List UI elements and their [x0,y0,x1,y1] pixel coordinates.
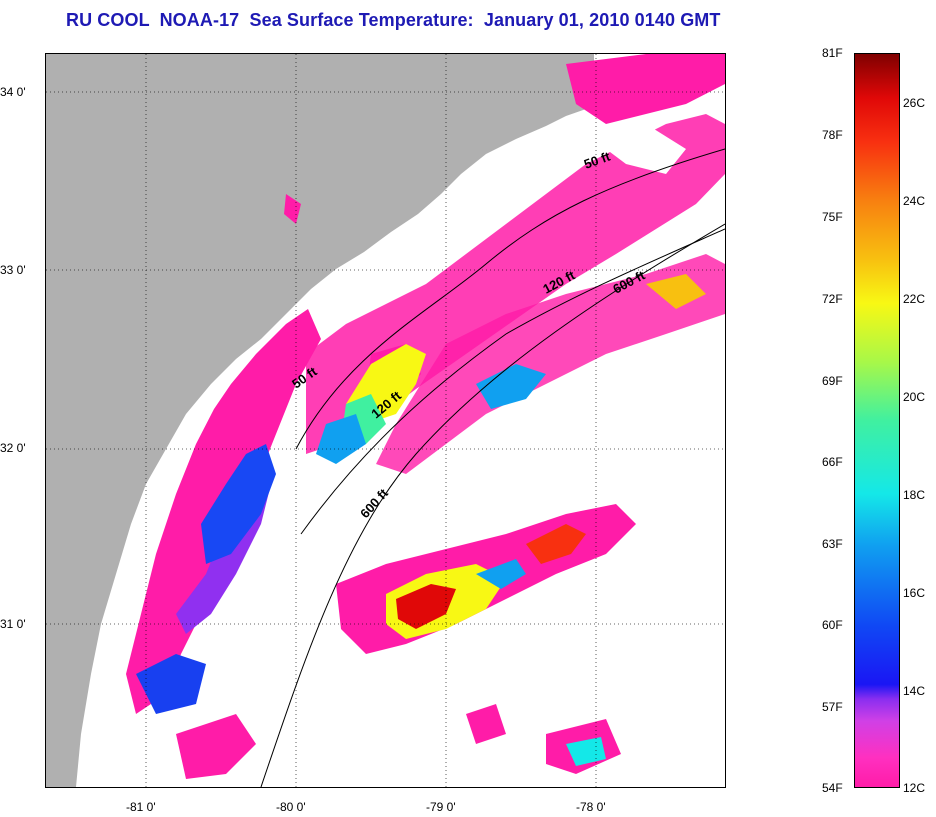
cbar-f-63: 63F [822,537,843,551]
cbar-f-72: 72F [822,292,843,306]
cbar-f-81: 81F [822,46,843,60]
sst-map: 50 ft 120 ft 600 ft 50 ft 120 ft 600 ft [45,53,726,788]
lon-label-81: -81 0' [126,800,156,814]
cbar-f-75: 75F [822,210,843,224]
cbar-c-16: 16C [903,586,926,600]
cbar-f-69: 69F [822,374,843,388]
map-title: RU COOL NOAA-17 Sea Surface Temperature:… [66,10,721,30]
cbar-f-60: 60F [822,618,843,632]
cold-water-patch [201,444,276,564]
lat-label-34: 34 0' [0,85,26,99]
cbar-f-57: 57F [822,700,843,714]
cbar-c-18: 18C [903,488,926,502]
isobath-600ft [260,223,725,787]
temperature-colorbar [854,53,900,788]
lon-label-78: -78 0' [576,800,606,814]
cbar-c-12: 12C [903,781,926,795]
lon-label-80: -80 0' [276,800,306,814]
cbar-c-24: 24C [903,194,926,208]
isobath-50ft [295,148,725,450]
isobath-label-600ft-b: 600 ft [357,485,391,521]
lat-label-33: 33 0' [0,263,26,277]
lat-label-31: 31 0' [0,617,26,631]
cbar-c-20: 20C [903,390,926,404]
cbar-c-26: 26C [903,96,926,110]
cbar-c-22: 22C [903,292,926,306]
lon-label-79: -79 0' [426,800,456,814]
land-mass [46,54,594,787]
cbar-f-54: 54F [822,781,843,795]
lat-label-32: 32 0' [0,441,26,455]
cbar-f-78: 78F [822,128,843,142]
cbar-f-66: 66F [822,455,843,469]
isobath-120ft [300,228,725,535]
cbar-c-14: 14C [903,684,926,698]
